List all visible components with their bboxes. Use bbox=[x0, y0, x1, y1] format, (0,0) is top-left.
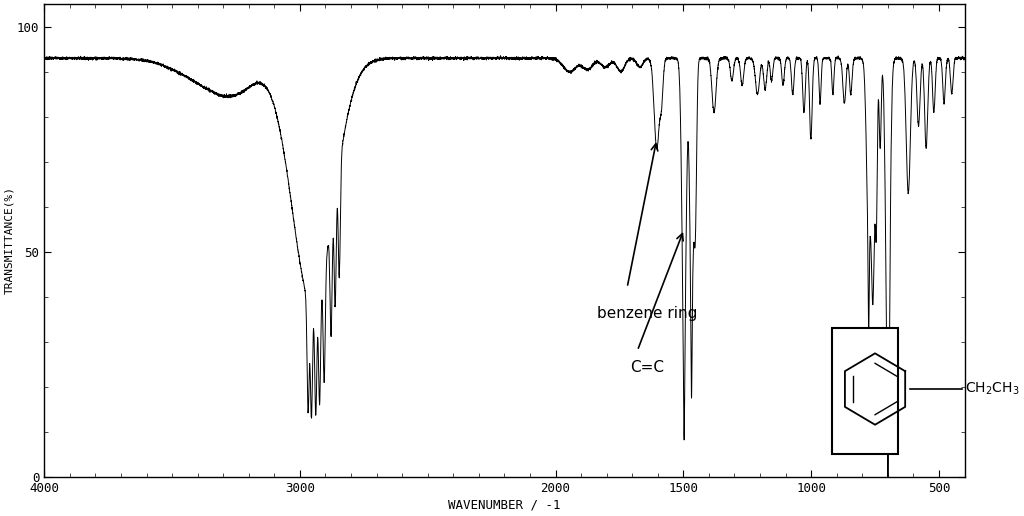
Text: benzene ring: benzene ring bbox=[597, 306, 697, 321]
Bar bbox=[831, 328, 898, 454]
Text: C=C: C=C bbox=[631, 360, 665, 375]
Text: CH$_2$CH$_3$: CH$_2$CH$_3$ bbox=[966, 381, 1020, 397]
X-axis label: WAVENUMBER / -1: WAVENUMBER / -1 bbox=[449, 499, 561, 512]
Y-axis label: TRANSMITTANCE(%): TRANSMITTANCE(%) bbox=[4, 186, 14, 295]
